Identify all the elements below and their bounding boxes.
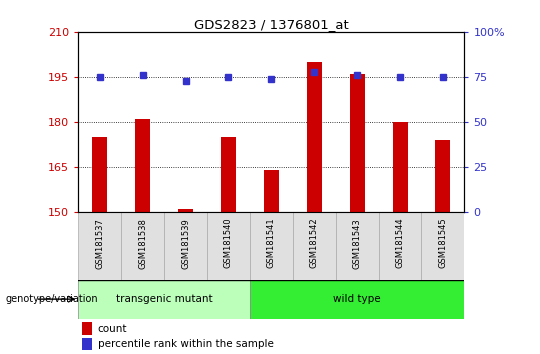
Bar — [207, 212, 250, 280]
Text: GSM181542: GSM181542 — [310, 218, 319, 268]
Bar — [349, 74, 364, 212]
Text: GSM181540: GSM181540 — [224, 218, 233, 268]
Bar — [121, 212, 164, 280]
Text: transgenic mutant: transgenic mutant — [116, 294, 212, 304]
Bar — [307, 62, 322, 212]
Bar — [293, 212, 336, 280]
Bar — [78, 212, 121, 280]
Bar — [435, 140, 450, 212]
Text: GSM181541: GSM181541 — [267, 218, 276, 268]
Text: GSM181539: GSM181539 — [181, 218, 190, 269]
Bar — [264, 170, 279, 212]
Text: percentile rank within the sample: percentile rank within the sample — [98, 339, 273, 349]
Text: genotype/variation: genotype/variation — [5, 294, 98, 304]
Text: wild type: wild type — [333, 294, 381, 304]
Bar — [336, 212, 379, 280]
Bar — [92, 137, 107, 212]
Text: GSM181543: GSM181543 — [353, 218, 362, 269]
Bar — [221, 137, 236, 212]
Bar — [178, 210, 193, 212]
Bar — [250, 212, 293, 280]
Bar — [82, 322, 92, 335]
Bar — [379, 212, 422, 280]
Bar — [164, 212, 207, 280]
Bar — [250, 280, 464, 319]
Bar — [78, 280, 250, 319]
Text: GSM181545: GSM181545 — [438, 218, 448, 268]
Text: count: count — [98, 324, 127, 333]
Text: GSM181538: GSM181538 — [138, 218, 147, 269]
Text: GSM181537: GSM181537 — [95, 218, 104, 269]
Text: GSM181544: GSM181544 — [395, 218, 404, 268]
Bar — [422, 212, 464, 280]
Title: GDS2823 / 1376801_at: GDS2823 / 1376801_at — [194, 18, 349, 31]
Bar — [393, 122, 408, 212]
Bar — [82, 338, 92, 350]
Bar — [135, 119, 150, 212]
